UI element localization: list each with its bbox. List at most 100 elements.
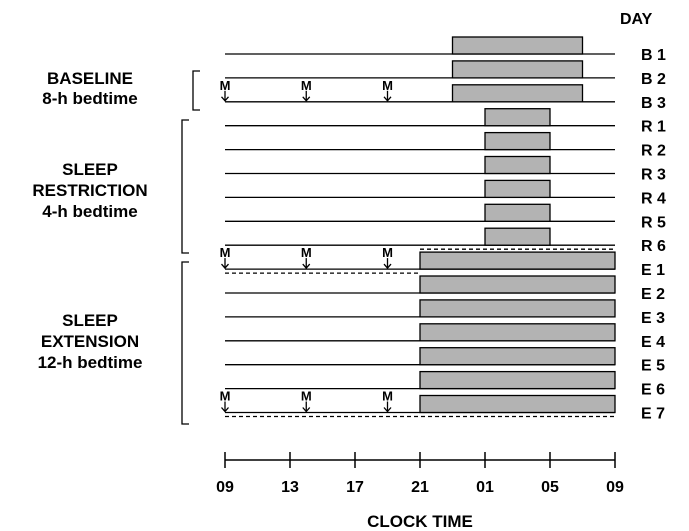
day-label: B 1 <box>641 47 666 64</box>
restriction-bracket <box>181 119 189 254</box>
measurement-marker: M <box>382 78 393 102</box>
sleep-period-bar <box>419 370 616 390</box>
marker-arrow-head <box>383 263 392 270</box>
marker-label: M <box>301 78 312 93</box>
sleep-period-bar <box>419 347 616 366</box>
day-row: E 1 <box>225 251 665 279</box>
marker-arrow-head <box>302 263 311 270</box>
sleep-period-bar <box>451 84 584 103</box>
day-label: E 4 <box>641 334 665 351</box>
measurement-marker: M <box>220 78 231 102</box>
day-row: R 6 <box>225 227 666 255</box>
day-header: DAY <box>620 11 653 28</box>
day-label: R 3 <box>641 167 666 184</box>
axis-tick-label: 17 <box>346 479 364 496</box>
day-label: B 2 <box>641 71 666 88</box>
marker-arrow-head <box>221 96 229 102</box>
marker-label: M <box>382 245 393 260</box>
day-row: R 1 <box>225 108 666 136</box>
day-row: R 2 <box>225 131 666 160</box>
sleep-period-bar <box>484 227 551 246</box>
day-row: B 1 <box>225 36 666 64</box>
sleep-period-bar <box>484 131 551 151</box>
day-label: E 3 <box>641 310 665 327</box>
axis-tick-label: 05 <box>541 479 559 496</box>
day-label: E 5 <box>641 358 665 375</box>
day-label: E 1 <box>641 262 665 279</box>
marker-arrow-head <box>383 96 392 102</box>
baseline-label: BASELINE <box>47 69 133 88</box>
restriction-label-line2: RESTRICTION <box>32 181 147 200</box>
sleep-period-bar <box>419 251 616 270</box>
axis-tick-label: 09 <box>606 479 624 496</box>
sleep-period-bar <box>451 60 584 79</box>
marker-label: M <box>220 389 231 404</box>
marker-arrow-head <box>221 407 229 413</box>
day-label: R 1 <box>641 119 666 136</box>
measurement-marker: M <box>220 245 231 270</box>
restriction-bedtime-label: 4-h bedtime <box>42 202 137 221</box>
day-row: R 5 <box>225 203 666 231</box>
condition-brackets <box>181 70 200 425</box>
measurement-marker: M <box>301 78 312 102</box>
measurement-marker: M <box>301 245 312 270</box>
axis-tick-label: 21 <box>411 479 429 496</box>
sleep-period-bar <box>484 179 551 199</box>
day-row: E 2 <box>225 275 665 303</box>
marker-arrow-head <box>383 407 392 413</box>
marker-label: M <box>220 78 231 93</box>
day-label: B 3 <box>641 95 666 112</box>
day-label: E 2 <box>641 286 665 303</box>
day-row: E 4 <box>225 323 665 351</box>
axis-tick-label: 01 <box>476 479 494 496</box>
marker-label: M <box>301 245 312 260</box>
baseline-bracket <box>192 70 200 111</box>
condition-labels: BASELINE 8-h bedtime SLEEP RESTRICTION 4… <box>32 69 147 372</box>
dashed-separators <box>225 248 615 418</box>
day-row: E 7 <box>225 394 665 423</box>
marker-label: M <box>382 389 393 404</box>
day-row: R 4 <box>225 179 666 207</box>
sleep-period-bar <box>419 299 616 318</box>
day-label: R 4 <box>641 190 666 207</box>
marker-label: M <box>301 389 312 404</box>
marker-label: M <box>382 78 393 93</box>
clock-time-axis: 09 13 17 21 01 05 09 <box>216 452 624 496</box>
baseline-bedtime-label: 8-h bedtime <box>42 89 137 108</box>
axis-tick-label: 13 <box>281 479 299 496</box>
measurement-markers: M M M M M M M M M <box>220 78 393 413</box>
extension-label-line2: EXTENSION <box>41 332 139 351</box>
axis-tick-label: 09 <box>216 479 234 496</box>
sleep-period-bar <box>484 108 551 127</box>
sleep-period-bar <box>451 36 584 55</box>
measurement-marker: M <box>382 245 393 270</box>
day-label: R 6 <box>641 238 666 255</box>
extension-bedtime-label: 12-h bedtime <box>38 353 143 372</box>
measurement-marker: M <box>301 389 312 413</box>
sleep-period-bar <box>484 155 551 175</box>
day-row: B 2 <box>225 60 666 88</box>
sleep-period-bar <box>419 275 616 294</box>
day-label: R 2 <box>641 143 666 160</box>
day-row: B 3 <box>225 84 666 112</box>
restriction-label-line1: SLEEP <box>62 160 118 179</box>
day-label: R 5 <box>641 214 666 231</box>
day-row: E 3 <box>225 299 665 327</box>
day-label: E 7 <box>641 406 665 423</box>
sleep-period-bar <box>419 323 616 342</box>
sleep-period-bar <box>484 203 551 222</box>
day-row: R 3 <box>225 155 666 184</box>
extension-label-line1: SLEEP <box>62 311 118 330</box>
day-rows: B 1 B 2 B 3 R 1 R 2 R 3 R 4 R 5 R 6 E 1 E 2 E 3 E 4 E… <box>225 36 666 423</box>
day-label: E 6 <box>641 382 665 399</box>
marker-arrow-head <box>302 96 311 102</box>
marker-label: M <box>220 245 231 260</box>
marker-arrow-head <box>221 263 229 270</box>
measurement-marker: M <box>382 389 393 413</box>
extension-bracket <box>181 261 189 425</box>
day-row: E 5 <box>225 347 665 375</box>
sleep-period-bar <box>419 394 616 414</box>
axis-title: CLOCK TIME <box>367 512 473 531</box>
day-row: E 6 <box>225 370 665 399</box>
